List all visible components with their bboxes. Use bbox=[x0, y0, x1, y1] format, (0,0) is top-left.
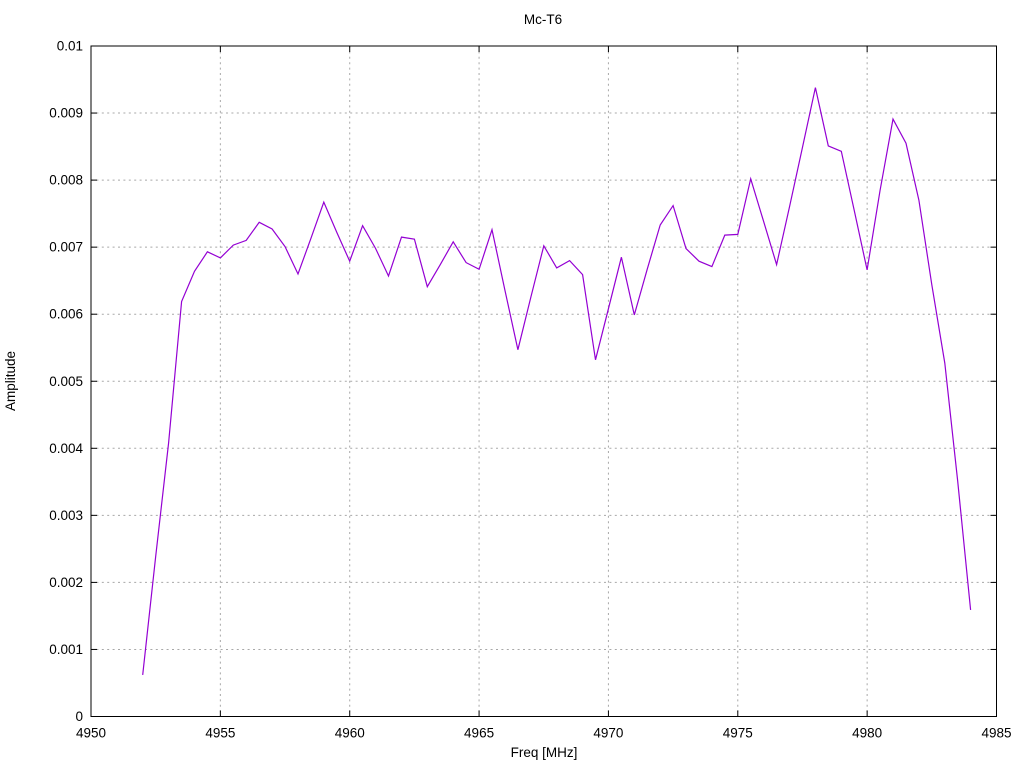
x-axis-tick-labels: 4950 4955 4960 4965 4970 4975 4980 4985 bbox=[76, 726, 1012, 741]
y-tick-label: 0 bbox=[75, 709, 83, 724]
y-tick-label: 0.002 bbox=[49, 575, 83, 590]
y-tick-label: 0.003 bbox=[49, 508, 83, 523]
y-axis-tick-labels: 0 0.001 0.002 0.003 0.004 0.005 0.006 0.007 0.00… bbox=[49, 39, 83, 725]
y-tick-label: 0.007 bbox=[49, 240, 83, 255]
y-tick-label: 0.004 bbox=[49, 441, 83, 456]
y-tick-label: 0.008 bbox=[49, 173, 83, 188]
data-series bbox=[142, 87, 972, 675]
y-tick-label: 0.005 bbox=[49, 374, 83, 389]
x-tick-label: 4970 bbox=[593, 726, 623, 741]
y-tick-label: 0.006 bbox=[49, 307, 83, 322]
x-axis-label: Freq [MHz] bbox=[511, 745, 578, 760]
y-tick-label: 0.01 bbox=[57, 39, 83, 54]
series-line bbox=[142, 87, 972, 675]
x-tick-label: 4980 bbox=[852, 726, 882, 741]
x-tick-label: 4965 bbox=[464, 726, 494, 741]
x-tick-label: 4955 bbox=[205, 726, 235, 741]
x-tick-label: 4985 bbox=[981, 726, 1011, 741]
y-tick-label: 0.009 bbox=[49, 106, 83, 121]
x-tick-label: 4975 bbox=[723, 726, 753, 741]
y-axis-label: Amplitude bbox=[3, 351, 18, 411]
gridlines bbox=[91, 46, 997, 717]
x-tick-label: 4950 bbox=[76, 726, 106, 741]
tick-marks bbox=[90, 45, 997, 717]
chart-title: Mc-T6 bbox=[524, 12, 562, 27]
x-tick-label: 4960 bbox=[335, 726, 365, 741]
y-tick-label: 0.001 bbox=[49, 642, 83, 657]
